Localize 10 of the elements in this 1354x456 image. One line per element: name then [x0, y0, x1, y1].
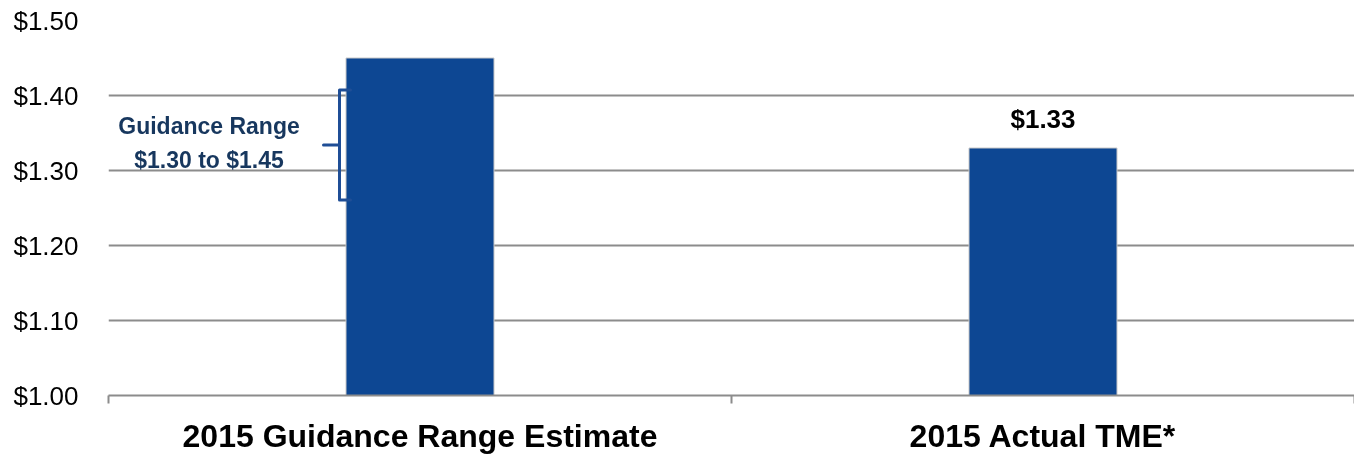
y-tick-label: $1.40 — [13, 80, 79, 111]
y-tick-label: $1.50 — [13, 5, 79, 36]
y-tick-label: $1.20 — [13, 230, 79, 261]
data-label: $1.33 — [1010, 104, 1076, 134]
x-tick-label: 2015 Actual TME* — [909, 417, 1176, 454]
y-tick-label: $1.10 — [13, 305, 79, 336]
x-tick-label: 2015 Guidance Range Estimate — [182, 417, 658, 454]
y-tick-label: $1.30 — [13, 155, 79, 186]
annotation: Guidance Range $1.30 to $1.45 — [118, 112, 300, 174]
y-tick-label: $1.00 — [13, 380, 79, 411]
